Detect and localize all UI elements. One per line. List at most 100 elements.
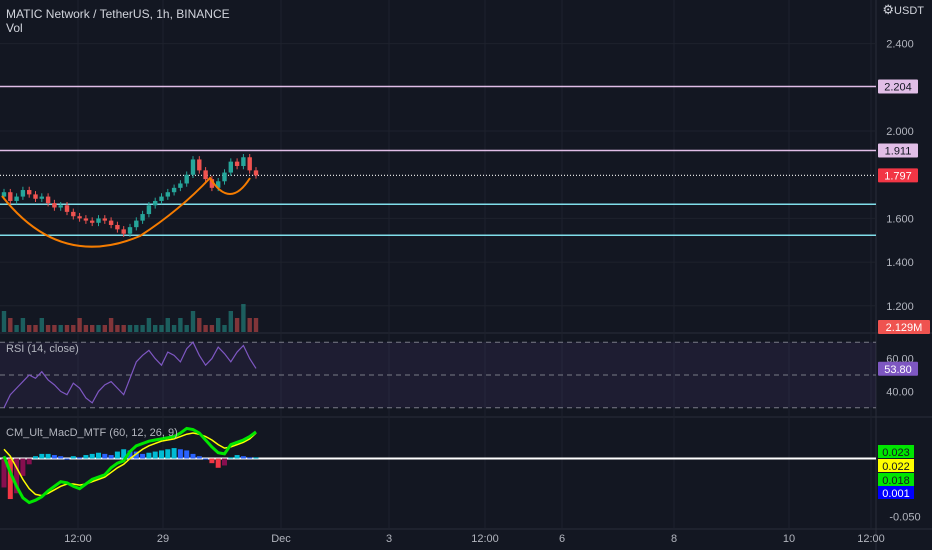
volume-bar <box>14 325 19 332</box>
candle-body <box>153 200 158 206</box>
macd-histogram-bar <box>58 456 64 459</box>
candle-body <box>134 220 139 228</box>
candle-body <box>146 205 152 215</box>
volume-bar <box>1 311 7 332</box>
macd-histogram-bar <box>45 453 51 459</box>
macd-tag-label: 0.023 <box>882 447 910 459</box>
volume-bar <box>203 325 208 332</box>
volume-bar <box>140 325 145 332</box>
candle-body <box>90 220 95 223</box>
candle-body <box>52 203 57 208</box>
volume-bar <box>234 318 240 332</box>
volume-bar <box>253 318 259 332</box>
macd-histogram-bar <box>146 452 152 459</box>
volume-bar <box>33 325 38 332</box>
candle-body <box>203 170 208 180</box>
macd-histogram-bar <box>133 451 139 459</box>
volume-bar <box>178 318 183 332</box>
level-tag <box>878 168 918 183</box>
level-tag <box>878 79 918 94</box>
macd-histogram-bar <box>20 458 26 476</box>
macd-label[interactable]: CM_Ult_MacD_MTF (60, 12, 26, 9) <box>6 427 178 439</box>
volume-bar <box>64 325 70 332</box>
volume-bar <box>190 311 196 332</box>
volume-bar <box>121 325 126 332</box>
macd-histogram-bar <box>121 449 127 459</box>
volume-bar <box>127 325 133 332</box>
price-tick-label: 1.200 <box>886 301 914 313</box>
candle-body <box>241 157 246 166</box>
price-tick-label: 2.000 <box>886 126 914 138</box>
macd-histogram-bar <box>228 457 234 459</box>
candle-body <box>178 183 183 188</box>
macd-histogram-bar <box>108 455 114 459</box>
macd-histogram-bar <box>114 451 120 459</box>
price-tick-label: 1.600 <box>886 213 914 225</box>
time-tick-label: 8 <box>671 533 677 545</box>
macd-histogram-bar <box>77 457 83 459</box>
rsi-label[interactable]: RSI (14, close) <box>6 343 79 355</box>
candle-body <box>222 172 227 182</box>
candle-body <box>8 192 13 201</box>
macd-histogram-bar <box>209 458 215 464</box>
time-tick-label: 10 <box>783 533 795 545</box>
candle-body <box>165 192 170 197</box>
volume-bar <box>153 325 158 332</box>
rsi-tag-label: 53.80 <box>884 364 912 376</box>
macd-histogram-bar <box>171 448 177 459</box>
macd-histogram-bar <box>215 458 221 468</box>
candle-body <box>96 218 101 223</box>
volume-bar <box>77 318 82 332</box>
candle-body <box>216 181 221 188</box>
macd-histogram-bar <box>247 457 253 459</box>
candle-body <box>184 174 189 184</box>
macd-histogram-bar <box>165 449 171 459</box>
volume-bar <box>8 318 13 332</box>
macd-histogram-bar <box>190 453 196 459</box>
macd-tag-label: 0.001 <box>882 488 910 500</box>
volume-label: Vol <box>6 21 23 35</box>
volume-bar <box>171 325 177 332</box>
volume-bar <box>184 325 189 332</box>
macd-histogram-bar <box>83 455 89 459</box>
macd-histogram-bar <box>70 456 76 459</box>
level-tag <box>878 143 918 158</box>
macd-histogram-bar <box>96 452 101 459</box>
settings-icon[interactable]: ⚙ <box>882 2 894 17</box>
volume-bar <box>165 318 170 332</box>
candle-body <box>115 224 120 230</box>
macd-tag <box>878 486 914 499</box>
candle-body <box>33 194 38 199</box>
level-tag-label: 1.911 <box>885 145 912 157</box>
macd-histogram-bar <box>1 458 7 488</box>
price-tick-label: 1.400 <box>886 257 914 269</box>
volume-bar <box>247 318 252 332</box>
time-tick-label: Dec <box>271 533 291 545</box>
currency-label[interactable]: USDT <box>894 5 924 17</box>
volume-bar <box>52 325 57 332</box>
macd-histogram-bar <box>51 455 57 459</box>
candle-body <box>127 227 133 234</box>
time-tick-label: 6 <box>559 533 565 545</box>
macd-histogram-bar <box>140 453 146 459</box>
macd-histogram-bar <box>26 458 32 465</box>
macd-histogram-bar <box>14 458 20 494</box>
candle-body <box>1 192 7 197</box>
volume-bar <box>108 318 114 332</box>
symbol-title[interactable]: MATIC Network / TetherUS, 1h, BINANCE <box>6 7 230 21</box>
time-tick-label: 3 <box>386 533 392 545</box>
macd-histogram-bar <box>89 453 95 459</box>
volume-bar <box>96 325 101 332</box>
macd-histogram-bar <box>159 450 164 459</box>
volume-bar <box>134 325 139 332</box>
volume-bar <box>209 325 215 332</box>
macd-histogram-bar <box>203 458 209 460</box>
candle-body <box>45 196 51 204</box>
macd-histogram-bar <box>39 453 45 459</box>
candle-body <box>247 157 252 171</box>
volume-bar <box>197 318 202 332</box>
volume-bar <box>58 325 63 332</box>
volume-bar <box>159 325 164 332</box>
